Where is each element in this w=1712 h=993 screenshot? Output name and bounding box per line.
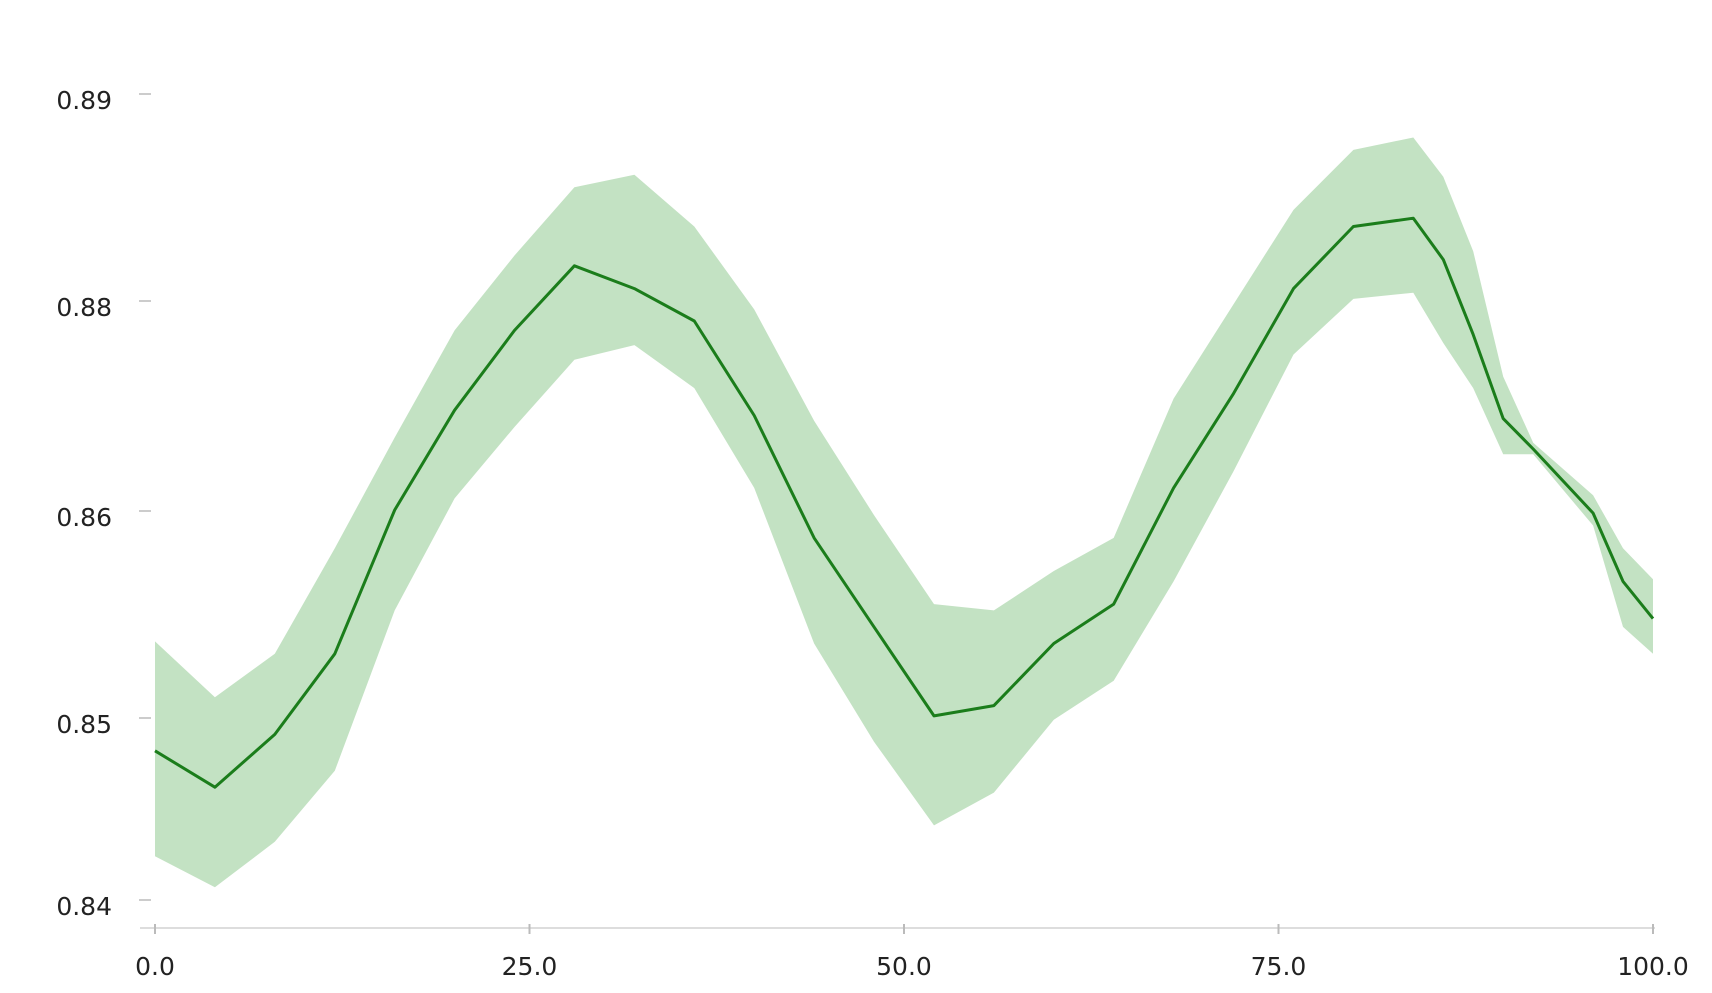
y-tick-label: 0.84 [56, 892, 112, 921]
y-tick-label: 0.85 [56, 710, 112, 739]
x-tick-label: 25.0 [502, 952, 558, 981]
x-tick-label: 50.0 [876, 952, 932, 981]
y-tick-label: 0.88 [56, 293, 112, 322]
x-tick-label: 75.0 [1251, 952, 1307, 981]
y-tick-label: 0.89 [56, 86, 112, 115]
y-tick-label: 0.86 [56, 503, 112, 532]
x-tick-label: 100.0 [1617, 952, 1689, 981]
confidence-band [155, 137, 1653, 888]
x-tick-label: 0.0 [135, 952, 175, 981]
mean-line [154, 216, 1655, 789]
